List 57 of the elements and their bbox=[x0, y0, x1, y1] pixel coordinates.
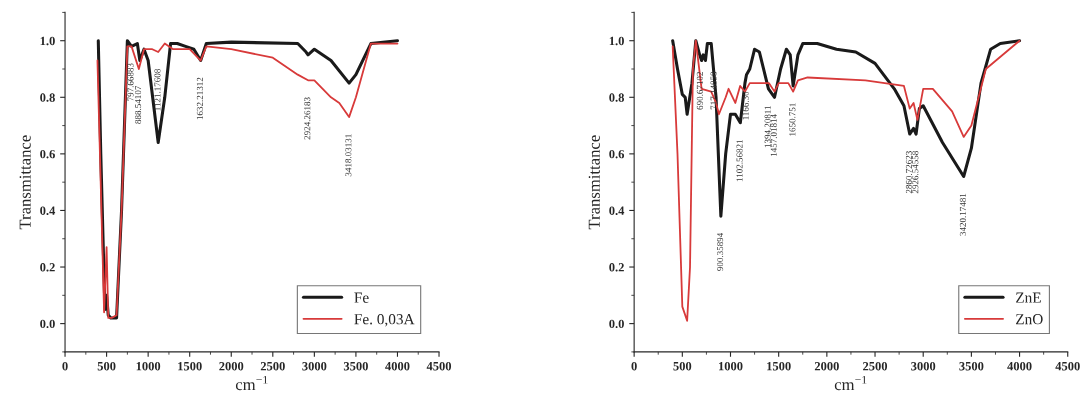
x-tick-label: 2000 bbox=[814, 361, 839, 371]
x-axis-title: cm$^{−1}$ bbox=[235, 375, 268, 391]
x-tick-label: 1000 bbox=[136, 361, 161, 371]
x-tick-label: 0 bbox=[631, 361, 637, 371]
y-axis-title: Transmittance bbox=[19, 135, 31, 230]
x-tick-label: 4500 bbox=[426, 361, 452, 371]
legend-label: ZnO bbox=[1016, 314, 1043, 325]
annotation: 888.54107 bbox=[135, 85, 142, 124]
y-tick-label: 0.2 bbox=[40, 263, 55, 272]
x-tick-label: 1500 bbox=[767, 361, 791, 371]
annotation: 1121.17608 bbox=[154, 69, 161, 111]
annotation: 3418.03131 bbox=[345, 134, 352, 177]
annotation: 2860.72623 bbox=[905, 151, 913, 194]
annotation: 2924.26183 bbox=[304, 97, 311, 140]
x-tick-label: 4000 bbox=[1007, 361, 1032, 371]
y-tick-label: 1.0 bbox=[609, 36, 624, 46]
x-tick-label: 3000 bbox=[302, 361, 327, 371]
x-tick-label: 500 bbox=[97, 361, 116, 371]
y-tick-label: 0.4 bbox=[40, 206, 56, 215]
annotation: 1102.56821 bbox=[736, 139, 743, 182]
x-tick-label: 2500 bbox=[863, 361, 888, 371]
x-tick-label: 2000 bbox=[219, 361, 244, 371]
y-axis-title: Transmittance bbox=[588, 135, 600, 230]
legend-label: Fe bbox=[354, 292, 369, 303]
annotation: 3420.17481 bbox=[959, 193, 966, 236]
annotation: 2926.54558 bbox=[912, 151, 919, 194]
annotation: 1166.30 bbox=[742, 91, 749, 120]
legend-label: ZnE bbox=[1016, 292, 1041, 303]
annotation: 1457.01814 bbox=[770, 114, 777, 157]
y-tick-label: 0.8 bbox=[609, 93, 624, 102]
y-tick-label: 0.4 bbox=[609, 206, 625, 215]
annotation: 717.14858 bbox=[710, 71, 717, 110]
y-tick-label: 0.6 bbox=[40, 149, 55, 159]
x-tick-label: 500 bbox=[673, 361, 692, 371]
x-tick-label: 4500 bbox=[1055, 361, 1080, 371]
x-tick-label: 4000 bbox=[385, 361, 410, 371]
annotation: 1394.20811 bbox=[764, 106, 771, 148]
y-tick-label: 1.0 bbox=[40, 36, 55, 46]
x-tick-label: 1500 bbox=[178, 361, 202, 371]
x-tick-label: 1000 bbox=[719, 361, 743, 371]
y-tick-label: 0.2 bbox=[609, 263, 624, 272]
x-tick-label: 3500 bbox=[959, 361, 984, 371]
x-axis-title: cm$^{−1}$ bbox=[834, 375, 867, 391]
annotation: 900.35894 bbox=[717, 232, 724, 271]
x-tick-label: 3500 bbox=[343, 361, 368, 371]
x-tick-label: 2500 bbox=[260, 361, 285, 371]
y-tick-label: 0.0 bbox=[609, 319, 624, 329]
x-tick-label: 3000 bbox=[911, 361, 936, 371]
y-tick-label: 0.8 bbox=[40, 93, 55, 102]
legend-label: Fe. 0,03A bbox=[354, 314, 415, 327]
annotation: 690.67102 bbox=[696, 72, 703, 110]
y-tick-label: 0.6 bbox=[609, 149, 625, 159]
x-tick-label: 0 bbox=[62, 361, 68, 371]
annotation: 1632.21312 bbox=[196, 77, 203, 120]
annotation: 1650.751 bbox=[789, 103, 796, 136]
y-tick-label: 0.0 bbox=[40, 319, 55, 329]
annotation: 797.66883 bbox=[127, 63, 134, 101]
